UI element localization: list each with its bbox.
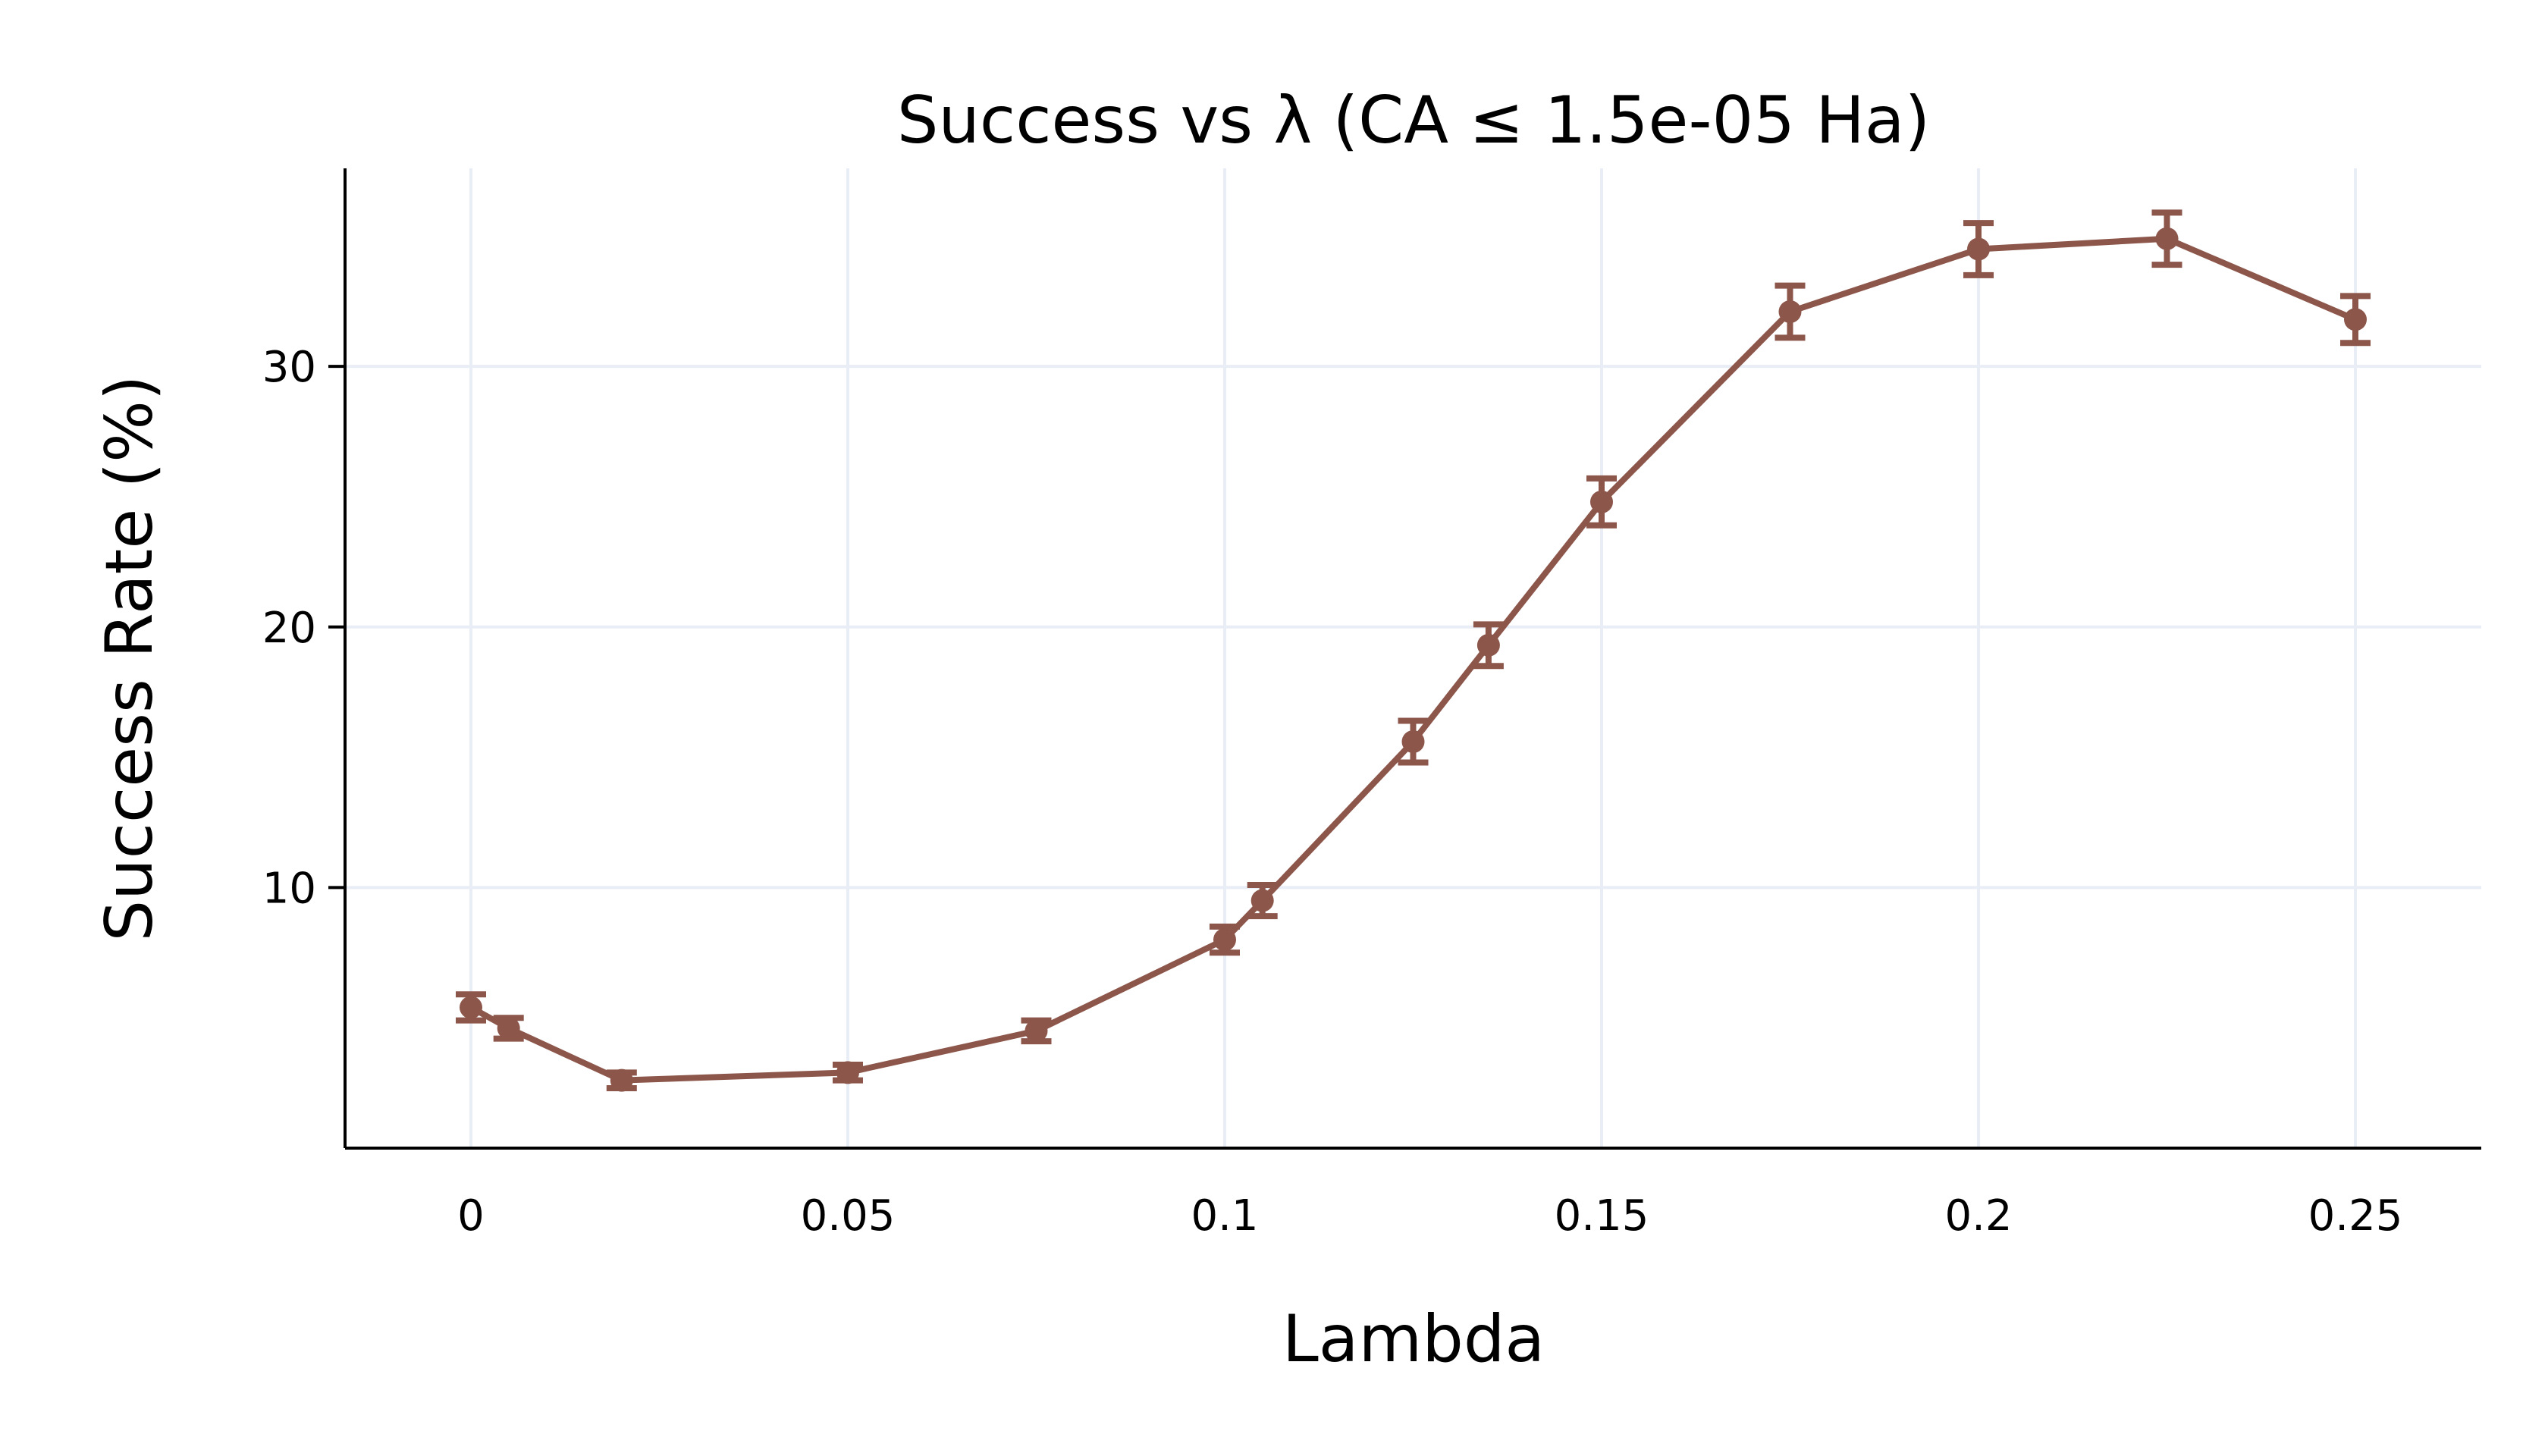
- x-tick-label: 0: [457, 1191, 485, 1241]
- data-point: [497, 1016, 520, 1040]
- data-point: [610, 1068, 633, 1092]
- ticks: 0 0.05 0.1 0.15 0.2 0.25 10 20 30: [262, 343, 2403, 1241]
- data-point: [1967, 237, 1991, 261]
- x-tick-label: 0.25: [2308, 1191, 2403, 1241]
- data-point: [1476, 633, 1500, 657]
- series: [455, 209, 2371, 1092]
- axes: [344, 168, 2481, 1150]
- data-point: [836, 1061, 859, 1084]
- data-point: [1250, 889, 1274, 912]
- data-point: [459, 996, 482, 1019]
- data-point: [1778, 300, 1802, 323]
- y-tick-label: 10: [262, 864, 316, 913]
- y-axis-label: Success Rate (%): [92, 375, 168, 942]
- data-point: [1590, 490, 1614, 513]
- data-point: [1025, 1019, 1048, 1043]
- x-axis-label: Lambda: [1282, 1301, 1545, 1377]
- x-tick-label: 0.2: [1944, 1191, 2012, 1241]
- data-point: [1401, 730, 1425, 753]
- grid: [345, 168, 2481, 1148]
- series-line: [469, 235, 2357, 1084]
- chart-title: Success vs λ (CA ≤ 1.5e-05 Ha): [897, 83, 1930, 158]
- x-tick-label: 0.1: [1191, 1191, 1258, 1241]
- data-point: [1213, 928, 1236, 952]
- data-point: [2155, 227, 2179, 250]
- x-tick-label: 0.05: [801, 1191, 896, 1241]
- x-tick-label: 0.15: [1555, 1191, 1649, 1241]
- y-tick-label: 30: [262, 343, 316, 392]
- y-tick-label: 20: [262, 604, 316, 653]
- data-point: [2344, 308, 2368, 331]
